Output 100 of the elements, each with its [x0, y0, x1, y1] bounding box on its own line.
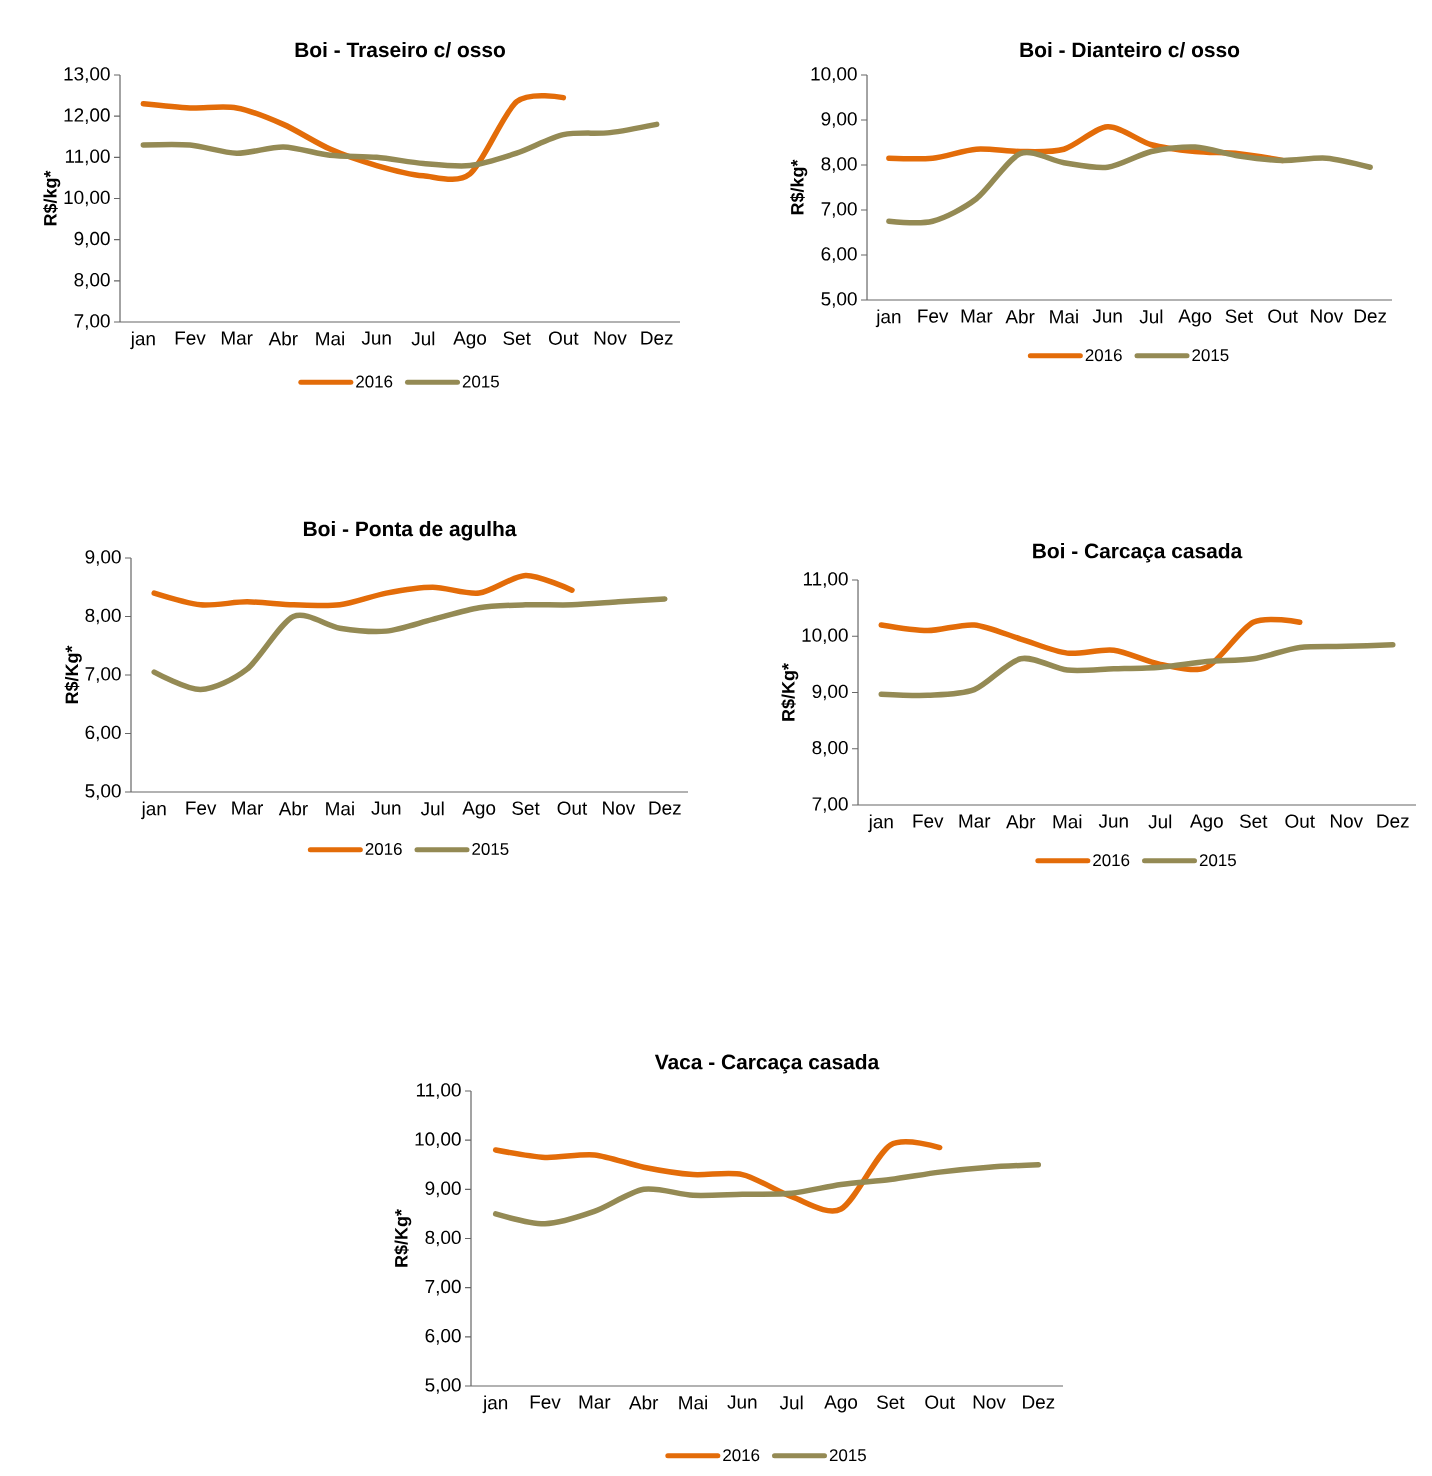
x-tick-label: jan [130, 331, 155, 350]
x-tick-label: Nov [603, 801, 636, 815]
chart-title: Vaca - Carcaça casada [654, 1054, 880, 1074]
x-tick-label: Jun [1098, 814, 1128, 828]
x-tick-label: Dez [1377, 814, 1409, 828]
y-tick-label: 8,00 [425, 1230, 461, 1247]
y-tick-label: 6,00 [821, 247, 857, 263]
x-tick-label: Nov [1330, 814, 1364, 828]
y-tick-label: 11,00 [416, 1083, 461, 1099]
x-tick-label: Mar [959, 814, 991, 828]
y-tick-label: 6,00 [85, 725, 121, 742]
legend-label: 2016 [1085, 349, 1122, 362]
y-axis-title: R$/Kg* [64, 645, 82, 704]
x-tick-label: Set [1239, 814, 1268, 828]
y-tick-label: 8,00 [85, 608, 121, 625]
x-tick-label: Set [1225, 309, 1253, 323]
y-tick-label: 7,00 [812, 797, 848, 813]
legend-label: 2015 [462, 375, 499, 388]
x-tick-label: jan [141, 801, 166, 820]
y-tick-label: 11,00 [65, 149, 110, 166]
chart-title: Boi - Dianteiro c/ osso [1020, 41, 1240, 58]
x-tick-label: Abr [278, 801, 308, 816]
y-tick-label: 5,00 [821, 292, 857, 308]
y-tick-label: 9,00 [821, 112, 857, 128]
y-tick-label: 10,00 [802, 628, 848, 645]
y-tick-label: 10,00 [415, 1132, 461, 1148]
x-tick-label: Set [877, 1395, 905, 1409]
x-tick-label: Jul [1148, 814, 1172, 829]
y-tick-label: 7,00 [85, 667, 121, 683]
chart-title: Boi - Traseiro c/ osso [295, 41, 505, 58]
y-tick-label: 5,00 [85, 784, 121, 800]
y-tick-label: 8,00 [74, 273, 110, 289]
x-tick-label: Dez [649, 801, 681, 815]
y-axis-title: R$/kg* [790, 159, 808, 215]
x-tick-label: jan [868, 814, 893, 833]
x-tick-label: Jun [361, 331, 391, 345]
x-tick-label: Out [1285, 814, 1315, 828]
y-axis-title: R$/kg* [43, 170, 61, 226]
x-tick-label: Fev [530, 1395, 561, 1409]
x-tick-label: Jun [1092, 309, 1122, 323]
x-tick-label: Jul [779, 1395, 803, 1410]
y-tick-label: 7,00 [821, 202, 857, 218]
x-tick-label: Mar [579, 1395, 611, 1409]
x-tick-label: Nov [1311, 309, 1344, 323]
x-tick-label: Abr [628, 1395, 659, 1410]
y-tick-label: 8,00 [821, 157, 857, 173]
x-tick-label: Fev [186, 801, 217, 815]
x-tick-label: Set [512, 801, 540, 815]
x-tick-label: Abr [1006, 814, 1036, 829]
y-tick-label: 12,00 [64, 108, 110, 124]
x-tick-label: Ago [1189, 814, 1223, 832]
x-tick-label: Fev [918, 309, 949, 323]
x-tick-label: Dez [641, 331, 673, 345]
x-tick-label: Out [1268, 309, 1298, 323]
chart-title: Boi - Ponta de agulha [303, 520, 517, 541]
legend-label: 2015 [829, 1449, 866, 1462]
y-tick-label: 13,00 [64, 67, 110, 83]
x-tick-label: Jun [371, 801, 401, 815]
x-tick-label: Mai [1050, 309, 1078, 324]
y-tick-label: 9,00 [812, 684, 848, 701]
legend-label: 2015 [1192, 349, 1229, 362]
y-tick-label: 10,00 [64, 190, 110, 207]
x-tick-label: Mai [316, 331, 344, 346]
x-tick-label: Ago [462, 801, 496, 819]
x-tick-label: Fev [175, 331, 206, 345]
x-tick-label: Fev [913, 814, 944, 828]
legend-label: 2015 [1199, 854, 1236, 867]
y-tick-label: 9,00 [85, 550, 121, 566]
x-tick-label: Nov [594, 331, 627, 345]
x-tick-label: Nov [973, 1395, 1006, 1409]
y-axis-title: R$/Kg* [781, 663, 799, 721]
x-tick-label: Ago [453, 331, 487, 349]
x-tick-label: jan [875, 309, 901, 328]
x-tick-label: Out [925, 1395, 955, 1409]
y-tick-label: 5,00 [425, 1378, 461, 1394]
y-tick-label: 9,00 [74, 231, 110, 248]
x-tick-label: Ago [824, 1395, 858, 1413]
y-tick-label: 10,00 [811, 67, 857, 83]
x-tick-label: Out [548, 331, 579, 345]
x-tick-label: Mai [326, 801, 354, 816]
y-axis-title: R$/Kg* [394, 1209, 412, 1267]
y-tick-label: 11,00 [803, 572, 848, 588]
x-tick-label: Set [503, 331, 531, 345]
x-tick-label: Mai [1053, 814, 1082, 829]
legend-label: 2016 [365, 842, 402, 855]
y-tick-label: 7,00 [74, 314, 110, 330]
legend-label: 2016 [1093, 854, 1130, 867]
x-tick-label: jan [482, 1395, 508, 1414]
y-tick-label: 7,00 [425, 1279, 461, 1296]
y-tick-label: 6,00 [425, 1329, 461, 1345]
x-tick-label: Jul [420, 801, 444, 816]
x-tick-label: Mar [221, 331, 253, 345]
y-tick-label: 9,00 [425, 1181, 461, 1198]
y-tick-label: 8,00 [812, 740, 848, 757]
x-tick-label: Ago [1178, 309, 1212, 327]
legend-label: 2016 [356, 375, 393, 388]
x-tick-label: Jun [727, 1395, 757, 1409]
x-tick-label: Dez [1023, 1395, 1055, 1409]
chart-title: Boi - Carcaça casada [1033, 543, 1243, 563]
x-tick-label: Abr [268, 331, 298, 346]
